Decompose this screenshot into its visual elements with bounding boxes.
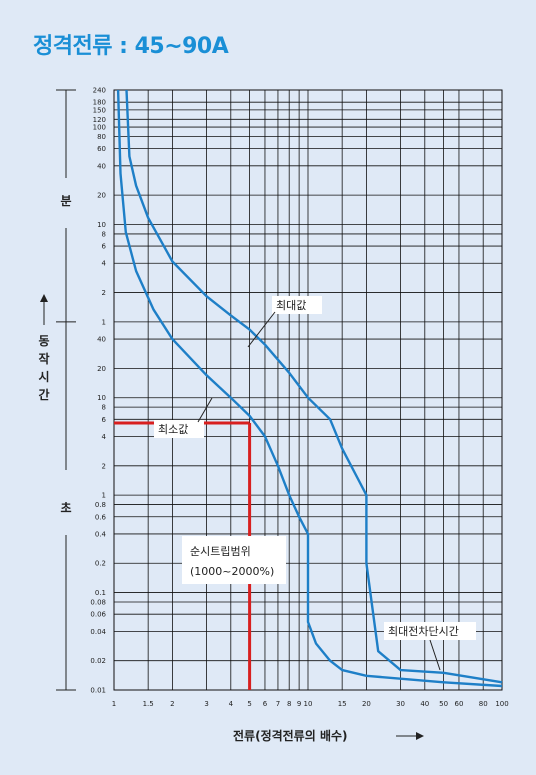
y-axis-label-char: 시 — [38, 370, 49, 384]
y-axis-label-char: 동 — [38, 334, 49, 348]
y-tick-label: 8 — [102, 404, 106, 412]
y-axis-label-char: 간 — [38, 387, 49, 402]
y-tick-label: 100 — [93, 124, 106, 132]
x-tick-label: 2 — [170, 700, 174, 708]
x-tick-label: 7 — [276, 700, 280, 708]
x-tick-label: 80 — [479, 700, 488, 708]
annotation-box — [384, 622, 476, 640]
y-tick-label: 20 — [97, 192, 106, 200]
y-tick-label: 0.04 — [90, 628, 106, 636]
curve-series — [116, 89, 503, 688]
annotation-box — [272, 296, 322, 314]
y-tick-label: 180 — [93, 99, 106, 107]
minute-unit-label: 분 — [60, 194, 71, 208]
x-tick-label: 1 — [112, 700, 116, 708]
y-tick-label: 0.08 — [90, 599, 106, 607]
y-tick-label: 10 — [97, 221, 106, 229]
y-tick-label: 1 — [102, 318, 106, 326]
grid-lines — [113, 89, 503, 691]
x-tick-label: 15 — [338, 700, 347, 708]
x-tick-label: 4 — [229, 700, 234, 708]
x-tick-label: 100 — [495, 700, 508, 708]
annotation-leader — [429, 639, 441, 671]
y-tick-label: 0.2 — [95, 560, 106, 568]
annotation-leader — [247, 311, 276, 348]
y-tick-label: 10 — [97, 394, 106, 402]
annotation-min: 최소값 — [158, 423, 188, 436]
curve-max — [125, 89, 503, 684]
x-axis-label: 전류(정격전류의 배수) — [233, 728, 348, 743]
y-tick-label: 240 — [93, 87, 106, 95]
x-tick-label: 3 — [204, 700, 208, 708]
x-axis-arrowhead — [416, 732, 424, 740]
y-tick-label: 20 — [97, 365, 106, 373]
y-tick-label: 0.6 — [95, 513, 107, 521]
trip-range-label: 순시트립범위 — [190, 545, 251, 558]
x-tick-label: 10 — [304, 700, 313, 708]
y-tick-label: 4 — [102, 433, 107, 441]
curve-min — [116, 89, 503, 688]
instant-trip-range: 순시트립범위 (1000~2000%) — [114, 421, 286, 690]
y-tick-label: 0.06 — [90, 611, 106, 619]
y-tick-label: 0.1 — [95, 589, 106, 597]
y-tick-label: 0.02 — [90, 657, 106, 665]
y-tick-label: 8 — [102, 230, 106, 238]
y-tick-label: 0.8 — [95, 501, 106, 509]
y-tick-label: 2 — [102, 289, 106, 297]
x-tick-label: 50 — [439, 700, 448, 708]
annotation-max-total-clearing: 최대전차단시간 — [388, 625, 459, 638]
y-tick-label: 120 — [93, 116, 106, 124]
y-tick-label: 40 — [97, 336, 106, 344]
tick-labels: 1 1.5 2 3 4 5 6 7 8 9 10 15 20 30 40 50 60 80 100240180150… — [90, 87, 508, 709]
y-tick-label: 6 — [102, 243, 107, 251]
annotation-box — [154, 420, 204, 438]
x-tick-label: 30 — [396, 700, 405, 708]
y-tick-label: 2 — [102, 462, 106, 470]
x-tick-label: 40 — [420, 700, 429, 708]
x-tick-label: 60 — [455, 700, 464, 708]
y-axis-arrowhead — [40, 294, 48, 302]
y-tick-label: 0.01 — [90, 687, 106, 695]
second-unit-label: 초 — [60, 501, 71, 515]
y-tick-label: 60 — [97, 145, 106, 153]
y-tick-label: 80 — [97, 133, 106, 141]
annotation-leader — [197, 397, 213, 423]
x-tick-label: 6 — [263, 700, 268, 708]
y-tick-label: 150 — [93, 106, 106, 114]
y-tick-label: 0.4 — [95, 530, 107, 538]
y-tick-label: 40 — [97, 162, 106, 170]
y-tick-label: 4 — [102, 260, 107, 268]
y-axis-label-char: 작 — [38, 351, 49, 366]
x-tick-label: 8 — [287, 700, 291, 708]
annotation-max: 최대값 — [276, 299, 306, 312]
unit-brackets — [40, 89, 76, 691]
trip-range-value: (1000~2000%) — [190, 565, 274, 578]
trip-range-label-box — [182, 536, 286, 584]
x-tick-label: 5 — [247, 700, 251, 708]
x-tick-label: 9 — [297, 700, 301, 708]
y-tick-label: 6 — [102, 416, 107, 424]
x-tick-label: 20 — [362, 700, 371, 708]
x-tick-label: 1.5 — [143, 700, 154, 708]
y-tick-label: 1 — [102, 492, 106, 500]
chart-title: 정격전류 : 45~90A — [33, 34, 229, 59]
